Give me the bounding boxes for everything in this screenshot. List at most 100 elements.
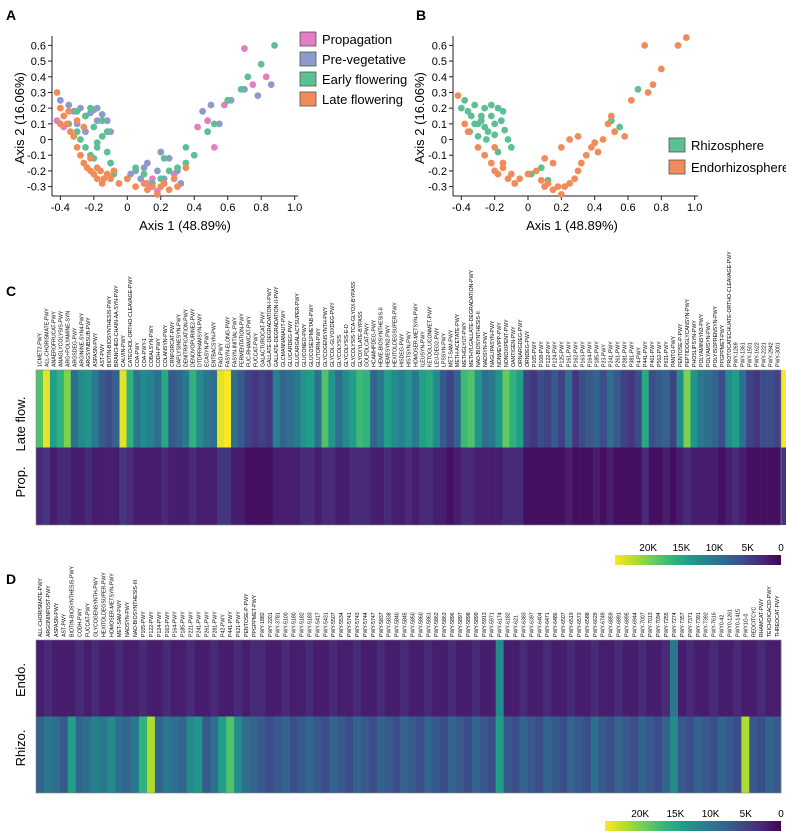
column-label: DTDPRHAMSYN-PWY: [198, 313, 204, 367]
data-point: [566, 180, 574, 187]
heatmap-cell: [416, 716, 425, 793]
data-point: [210, 143, 218, 151]
column-label: PWY-5741: [347, 612, 353, 637]
heatmap-cell: [115, 716, 124, 793]
heatmap-cell: [683, 447, 691, 525]
y-tick-label: -0.2: [428, 166, 447, 178]
heatmap-cell: [83, 716, 92, 793]
heatmap-cell: [606, 716, 615, 793]
heatmap-cell: [446, 370, 455, 448]
data-point: [98, 117, 106, 125]
heatmap-cell: [175, 447, 183, 525]
heatmap-cell: [519, 716, 528, 793]
heatmap-cell: [140, 370, 148, 448]
heatmap-cell: [349, 370, 357, 448]
heatmap-cell: [51, 640, 61, 717]
heatmap-cell: [467, 447, 475, 525]
heatmap-cell: [474, 370, 482, 448]
heatmap-cell: [42, 370, 51, 448]
data-point: [511, 180, 519, 187]
heatmap-cell: [551, 370, 559, 448]
heatmap-cell: [196, 447, 204, 525]
column-label: PROTOCATECHUATE-ORTHO-CLEAVAGE-PWY: [727, 251, 733, 367]
data-point: [77, 136, 84, 143]
column-label: HISDEG-PWY: [400, 333, 406, 367]
heatmap-cell: [59, 640, 69, 717]
x-tick-label: 0.4: [187, 202, 202, 214]
colorbar-tick-label: 0: [778, 543, 784, 554]
data-point: [93, 104, 101, 112]
heatmap-cell: [711, 370, 719, 448]
heatmap-cell: [693, 640, 703, 717]
heatmap-cell: [321, 447, 329, 525]
data-point: [504, 136, 512, 143]
column-label: FASYN-ELONG-PWY: [225, 316, 231, 367]
column-label: P23-PWY: [601, 344, 607, 367]
heatmap-cell: [307, 370, 315, 448]
data-point: [591, 139, 599, 147]
data-point: [98, 132, 106, 140]
heatmap-cell: [638, 640, 647, 717]
column-label: POLYISOPRENSYN-PWY: [713, 305, 719, 367]
data-point: [182, 164, 190, 172]
data-point: [82, 112, 89, 120]
column-label: PWY-7371: [688, 612, 694, 637]
heatmap-cell: [392, 716, 401, 793]
column-label: ALL-CHORISMATE-PWY: [44, 308, 50, 367]
heatmap-cell: [400, 640, 409, 717]
heatmap-cell: [479, 716, 489, 793]
heatmap-cell: [265, 370, 274, 448]
heatmap-cell: [690, 447, 698, 525]
column-label: COA-PWY: [135, 342, 141, 367]
column-label: P441-PWY: [643, 341, 649, 367]
column-label: PWY-5861: [426, 612, 432, 637]
heatmap-cell: [408, 640, 417, 717]
column-label: GLUCONEO-PWY: [302, 323, 308, 367]
heatmap-cell: [63, 370, 72, 448]
column-label: PWY-5897: [458, 612, 464, 637]
heatmap-cell: [669, 447, 677, 525]
column-label: PWY-7013: [648, 612, 654, 637]
x-tick-label: 0.4: [587, 202, 602, 214]
row-label-endo: Endo.: [13, 663, 28, 697]
y-tick-label: 0: [40, 135, 46, 147]
column-label: PWY-5431: [323, 612, 329, 637]
heatmap-cell: [139, 716, 148, 793]
heatmap-cell: [99, 640, 108, 717]
data-point: [271, 42, 278, 49]
column-label: PWY-7007: [640, 612, 646, 637]
heatmap-cell: [226, 716, 235, 793]
column-label: HOMOSER-METSYN-PWY: [413, 303, 419, 367]
heatmap-cell: [56, 370, 65, 448]
column-label: PWY-5913: [482, 612, 488, 637]
column-label: P621-PWY: [664, 341, 670, 367]
legend-swatch: [299, 91, 317, 107]
heatmap-cell: [405, 370, 413, 448]
legend-swatch: [668, 159, 686, 175]
heatmap-cell: [186, 716, 195, 793]
column-label: PWY-5850: [410, 612, 416, 637]
heatmap-cell: [456, 640, 465, 717]
data-point: [103, 117, 111, 125]
heatmap-cell: [574, 716, 584, 793]
heatmap-cell: [194, 640, 203, 717]
heatmap-cell: [614, 640, 623, 717]
column-label: HCAMHPDEG-PWY: [372, 319, 378, 367]
column-label: CODH-PWY: [78, 608, 84, 637]
data-point: [244, 73, 252, 81]
column-label: PWY-6507: [561, 612, 567, 637]
column-label: PWY-6519: [569, 612, 575, 637]
data-point: [587, 143, 595, 151]
heatmap-cell: [161, 447, 169, 525]
data-point: [165, 186, 173, 194]
column-label: PWY-5837: [379, 612, 385, 637]
data-point: [554, 183, 562, 190]
column-label: P122-PWY: [546, 341, 552, 367]
heatmap-cell: [471, 716, 481, 793]
heatmap-cell: [289, 640, 298, 717]
heatmap-cell: [448, 640, 457, 717]
heatmap-cell: [606, 447, 615, 525]
column-label: NAGLIPASYN-PWY: [490, 320, 496, 367]
heatmap-cell: [627, 447, 636, 525]
